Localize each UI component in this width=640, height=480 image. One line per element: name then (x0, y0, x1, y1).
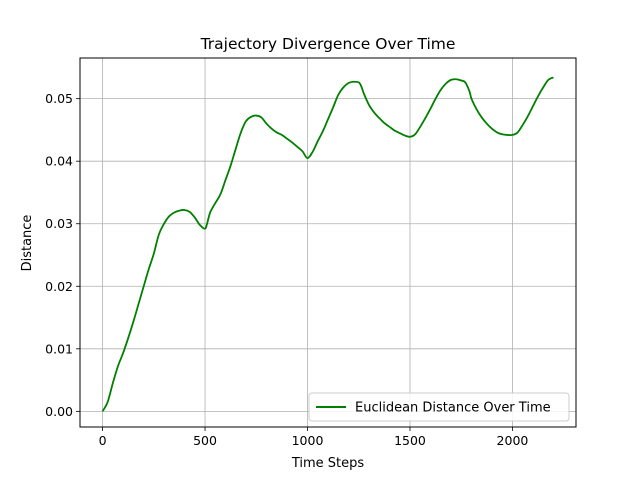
y-tick-label: 0.03 (45, 216, 73, 231)
series-line-0 (101, 76, 554, 412)
x-tick-label: 2000 (497, 433, 529, 448)
x-tick-label: 1000 (292, 433, 324, 448)
legend: Euclidean Distance Over Time (308, 392, 570, 422)
y-tick-label: 0.01 (45, 341, 73, 356)
axis-ticks: 0 500 1000 1500 2000 0.00 0.01 0.02 0.03 0.04 0.05 (45, 91, 528, 448)
plot-frame (79, 57, 577, 428)
x-tick-label: 1500 (394, 433, 426, 448)
legend-box (308, 392, 570, 422)
legend-label: Euclidean Distance Over Time (355, 401, 551, 416)
x-axis-label: Time Steps (291, 456, 365, 471)
x-tick-label: 0 (99, 433, 107, 448)
y-tick-label: 0.04 (45, 154, 73, 169)
y-tick-label: 0.05 (45, 91, 73, 106)
y-axis-label: Distance (20, 215, 35, 272)
grid-lines (80, 58, 576, 427)
y-tick-label: 0.00 (45, 404, 73, 419)
y-tick-label: 0.02 (45, 279, 73, 294)
x-tick-label: 500 (193, 433, 217, 448)
chart-title: Trajectory Divergence Over Time (200, 35, 456, 53)
series-layer (101, 76, 554, 412)
